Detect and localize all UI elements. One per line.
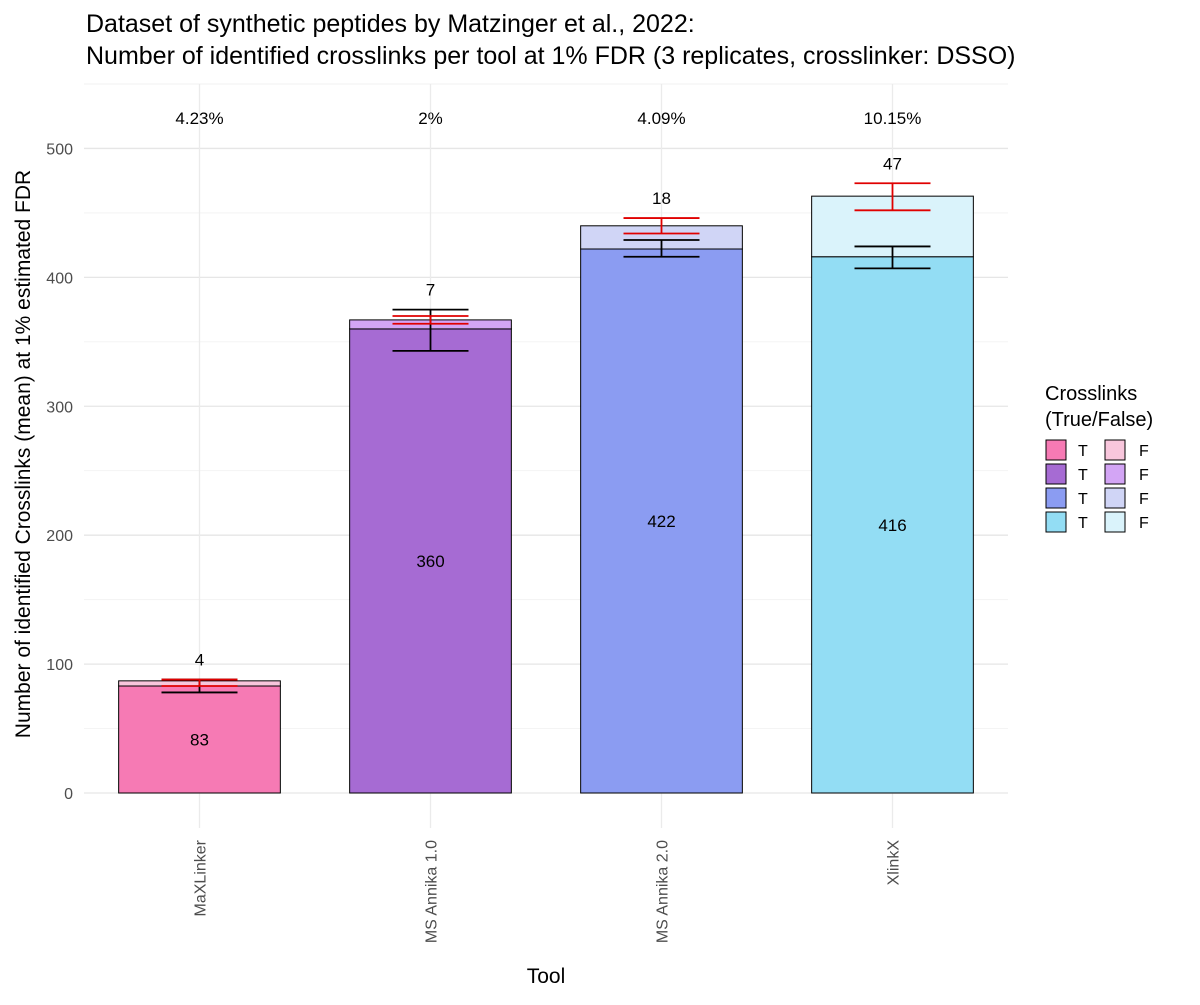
legend-swatch-true xyxy=(1045,439,1067,461)
error-bar-false xyxy=(854,182,931,212)
true-count-label: 83 xyxy=(190,731,209,750)
legend-label-true: T xyxy=(1078,467,1088,484)
bar-labels: 83 4 4.23% 360 7 2% 422 18 4.09% 416 47 10.15% xyxy=(175,109,921,750)
false-count-label: 7 xyxy=(426,281,435,300)
chart-title: Dataset of synthetic peptides by Matzing… xyxy=(86,10,695,38)
bar-true xyxy=(580,248,743,794)
legend-label-false: F xyxy=(1139,491,1149,508)
legend-swatch-true xyxy=(1045,463,1067,485)
y-tick-label: 0 xyxy=(64,786,73,803)
x-tick-label: MS Annika 2.0 xyxy=(655,840,672,943)
legend-swatch-false xyxy=(1104,463,1126,485)
error-bar-false xyxy=(161,678,238,687)
error-bar-true xyxy=(623,239,700,258)
x-axis-title: Tool xyxy=(527,965,566,988)
legend-label-false: F xyxy=(1139,515,1149,532)
legend-swatch-false xyxy=(1104,439,1126,461)
legend-title: (True/False) xyxy=(1045,409,1153,431)
true-count-label: 422 xyxy=(647,512,675,531)
y-tick-label: 100 xyxy=(46,657,73,674)
y-tick-label: 200 xyxy=(46,528,73,545)
fdr-percent-label: 2% xyxy=(418,109,443,128)
y-tick-label: 300 xyxy=(46,399,73,416)
x-tick-label: XlinkX xyxy=(886,840,903,886)
legend-label-true: T xyxy=(1078,515,1088,532)
legend-label-false: F xyxy=(1139,443,1149,460)
false-count-label: 18 xyxy=(652,189,671,208)
bar-true xyxy=(811,256,974,794)
legend: Crosslinks (True/False) T F T F T F T F xyxy=(1045,383,1153,533)
legend-label-false: F xyxy=(1139,467,1149,484)
error-bar-true xyxy=(854,245,931,270)
error-bar-false xyxy=(623,217,700,235)
fdr-percent-label: 10.15% xyxy=(864,109,922,128)
y-axis: 0 100 200 300 400 500 xyxy=(46,141,73,803)
legend-swatch-false xyxy=(1104,511,1126,533)
false-count-label: 4 xyxy=(195,651,204,670)
x-axis: MaXLinker MS Annika 1.0 MS Annika 2.0 Xlink… xyxy=(193,839,903,943)
true-count-label: 360 xyxy=(416,552,444,571)
fdr-percent-label: 4.09% xyxy=(637,109,685,128)
fdr-percent-label: 4.23% xyxy=(175,109,223,128)
legend-title: Crosslinks xyxy=(1045,383,1137,405)
legend-swatch-false xyxy=(1104,487,1126,509)
legend-label-true: T xyxy=(1078,491,1088,508)
legend-label-true: T xyxy=(1078,443,1088,460)
y-tick-label: 500 xyxy=(46,141,73,158)
bars xyxy=(118,182,974,794)
bar-true xyxy=(349,328,512,794)
false-count-label: 47 xyxy=(883,154,902,173)
legend-swatch-true xyxy=(1045,511,1067,533)
legend-swatch-true xyxy=(1045,487,1067,509)
chart-subtitle: Number of identified crosslinks per tool… xyxy=(86,42,1016,70)
error-bar-false xyxy=(392,315,469,325)
bar-true xyxy=(118,685,281,794)
y-axis-title: Number of identified Crosslinks (mean) a… xyxy=(12,170,35,738)
true-count-label: 416 xyxy=(878,516,906,535)
y-tick-label: 400 xyxy=(46,270,73,287)
x-tick-label: MS Annika 1.0 xyxy=(424,840,441,943)
x-tick-label: MaXLinker xyxy=(193,839,210,916)
